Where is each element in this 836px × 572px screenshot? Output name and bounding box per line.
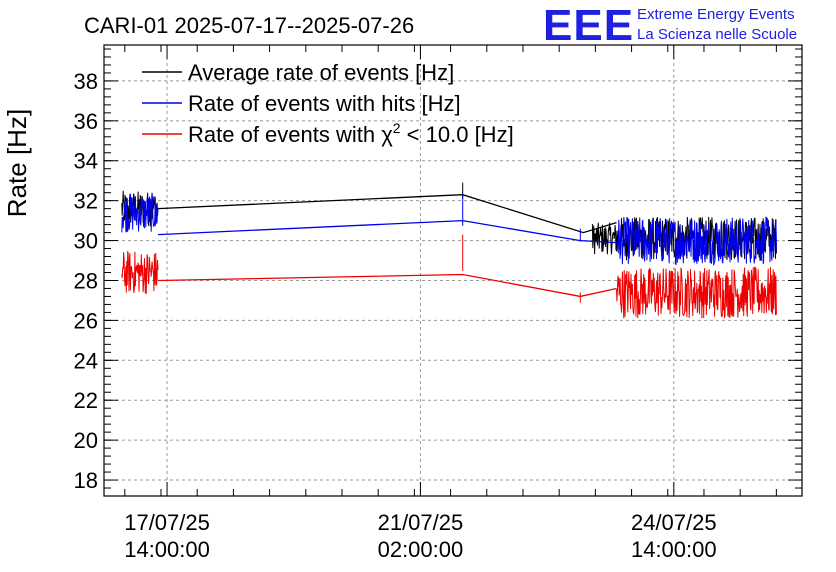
y-tick-label: 26	[74, 308, 98, 333]
legend-label-hits: Rate of events with hits [Hz]	[188, 91, 461, 116]
y-tick-label: 36	[74, 109, 98, 134]
y-axis-title: Rate [Hz]	[2, 109, 32, 217]
x-tick-label-date: 24/07/25	[631, 510, 717, 535]
series-segment-chi2	[121, 250, 159, 295]
y-tick-label: 32	[74, 189, 98, 214]
x-tick-label-time: 14:00:00	[631, 537, 717, 562]
y-tick-label: 28	[74, 268, 98, 293]
eee-logo: EEE Extreme Energy Events La Scienza nel…	[543, 1, 797, 50]
legend-chi2-main: Rate of events with χ	[188, 122, 393, 147]
legend-label-chi2: Rate of events with χ2 < 10.0 [Hz]	[188, 120, 514, 147]
y-tick-label: 30	[74, 229, 98, 254]
x-tick-label-date: 21/07/25	[378, 510, 464, 535]
legend-label-average: Average rate of events [Hz]	[188, 60, 454, 85]
series-line-average	[157, 194, 617, 234]
y-tick-label: 38	[74, 69, 98, 94]
x-tick-label-time: 14:00:00	[124, 537, 210, 562]
y-tick-label: 22	[74, 388, 98, 413]
chart-title: CARI-01 2025-07-17--2025-07-26	[84, 13, 414, 38]
x-tick-label-time: 02:00:00	[378, 537, 464, 562]
x-tick-label-date: 17/07/25	[124, 510, 210, 535]
data-series	[121, 182, 777, 319]
plot-frame	[103, 44, 803, 497]
y-tick-label: 18	[74, 468, 98, 493]
logo-line-1: Extreme Energy Events	[637, 6, 795, 23]
series-line-hits	[157, 219, 617, 244]
series-segment-hits	[121, 192, 159, 233]
series-segment-hits	[616, 216, 777, 267]
legend-chi2-sup: 2	[393, 120, 401, 136]
legend: Average rate of events [Hz] Rate of even…	[142, 60, 514, 147]
logo-line-2: La Scienza nelle Scuole	[637, 26, 797, 43]
y-tick-label: 34	[74, 149, 98, 174]
y-tick-label: 20	[74, 428, 98, 453]
series-segment-chi2	[616, 266, 777, 319]
series-segment-average	[591, 222, 617, 255]
grid	[104, 45, 802, 496]
legend-chi2-rest: < 10.0 [Hz]	[401, 122, 514, 147]
axes: 182022242628303234363817/07/2514:00:0021…	[74, 45, 802, 562]
logo-mark: EEE	[543, 1, 634, 50]
y-tick-label: 24	[74, 348, 98, 373]
series-line-chi2	[157, 273, 617, 298]
